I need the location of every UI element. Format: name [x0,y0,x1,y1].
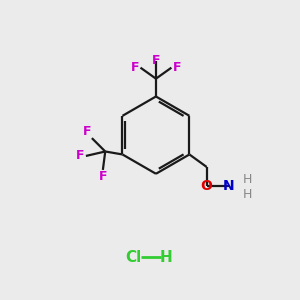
Text: N: N [223,179,235,193]
Text: F: F [99,170,107,183]
Text: F: F [152,54,160,67]
Text: F: F [83,125,92,138]
Text: Cl: Cl [125,250,142,265]
Text: H: H [243,173,253,186]
Text: O: O [201,179,213,193]
Text: H: H [160,250,173,265]
Text: F: F [130,61,139,74]
Text: F: F [173,61,182,74]
Text: H: H [243,188,253,201]
Text: F: F [76,149,84,162]
